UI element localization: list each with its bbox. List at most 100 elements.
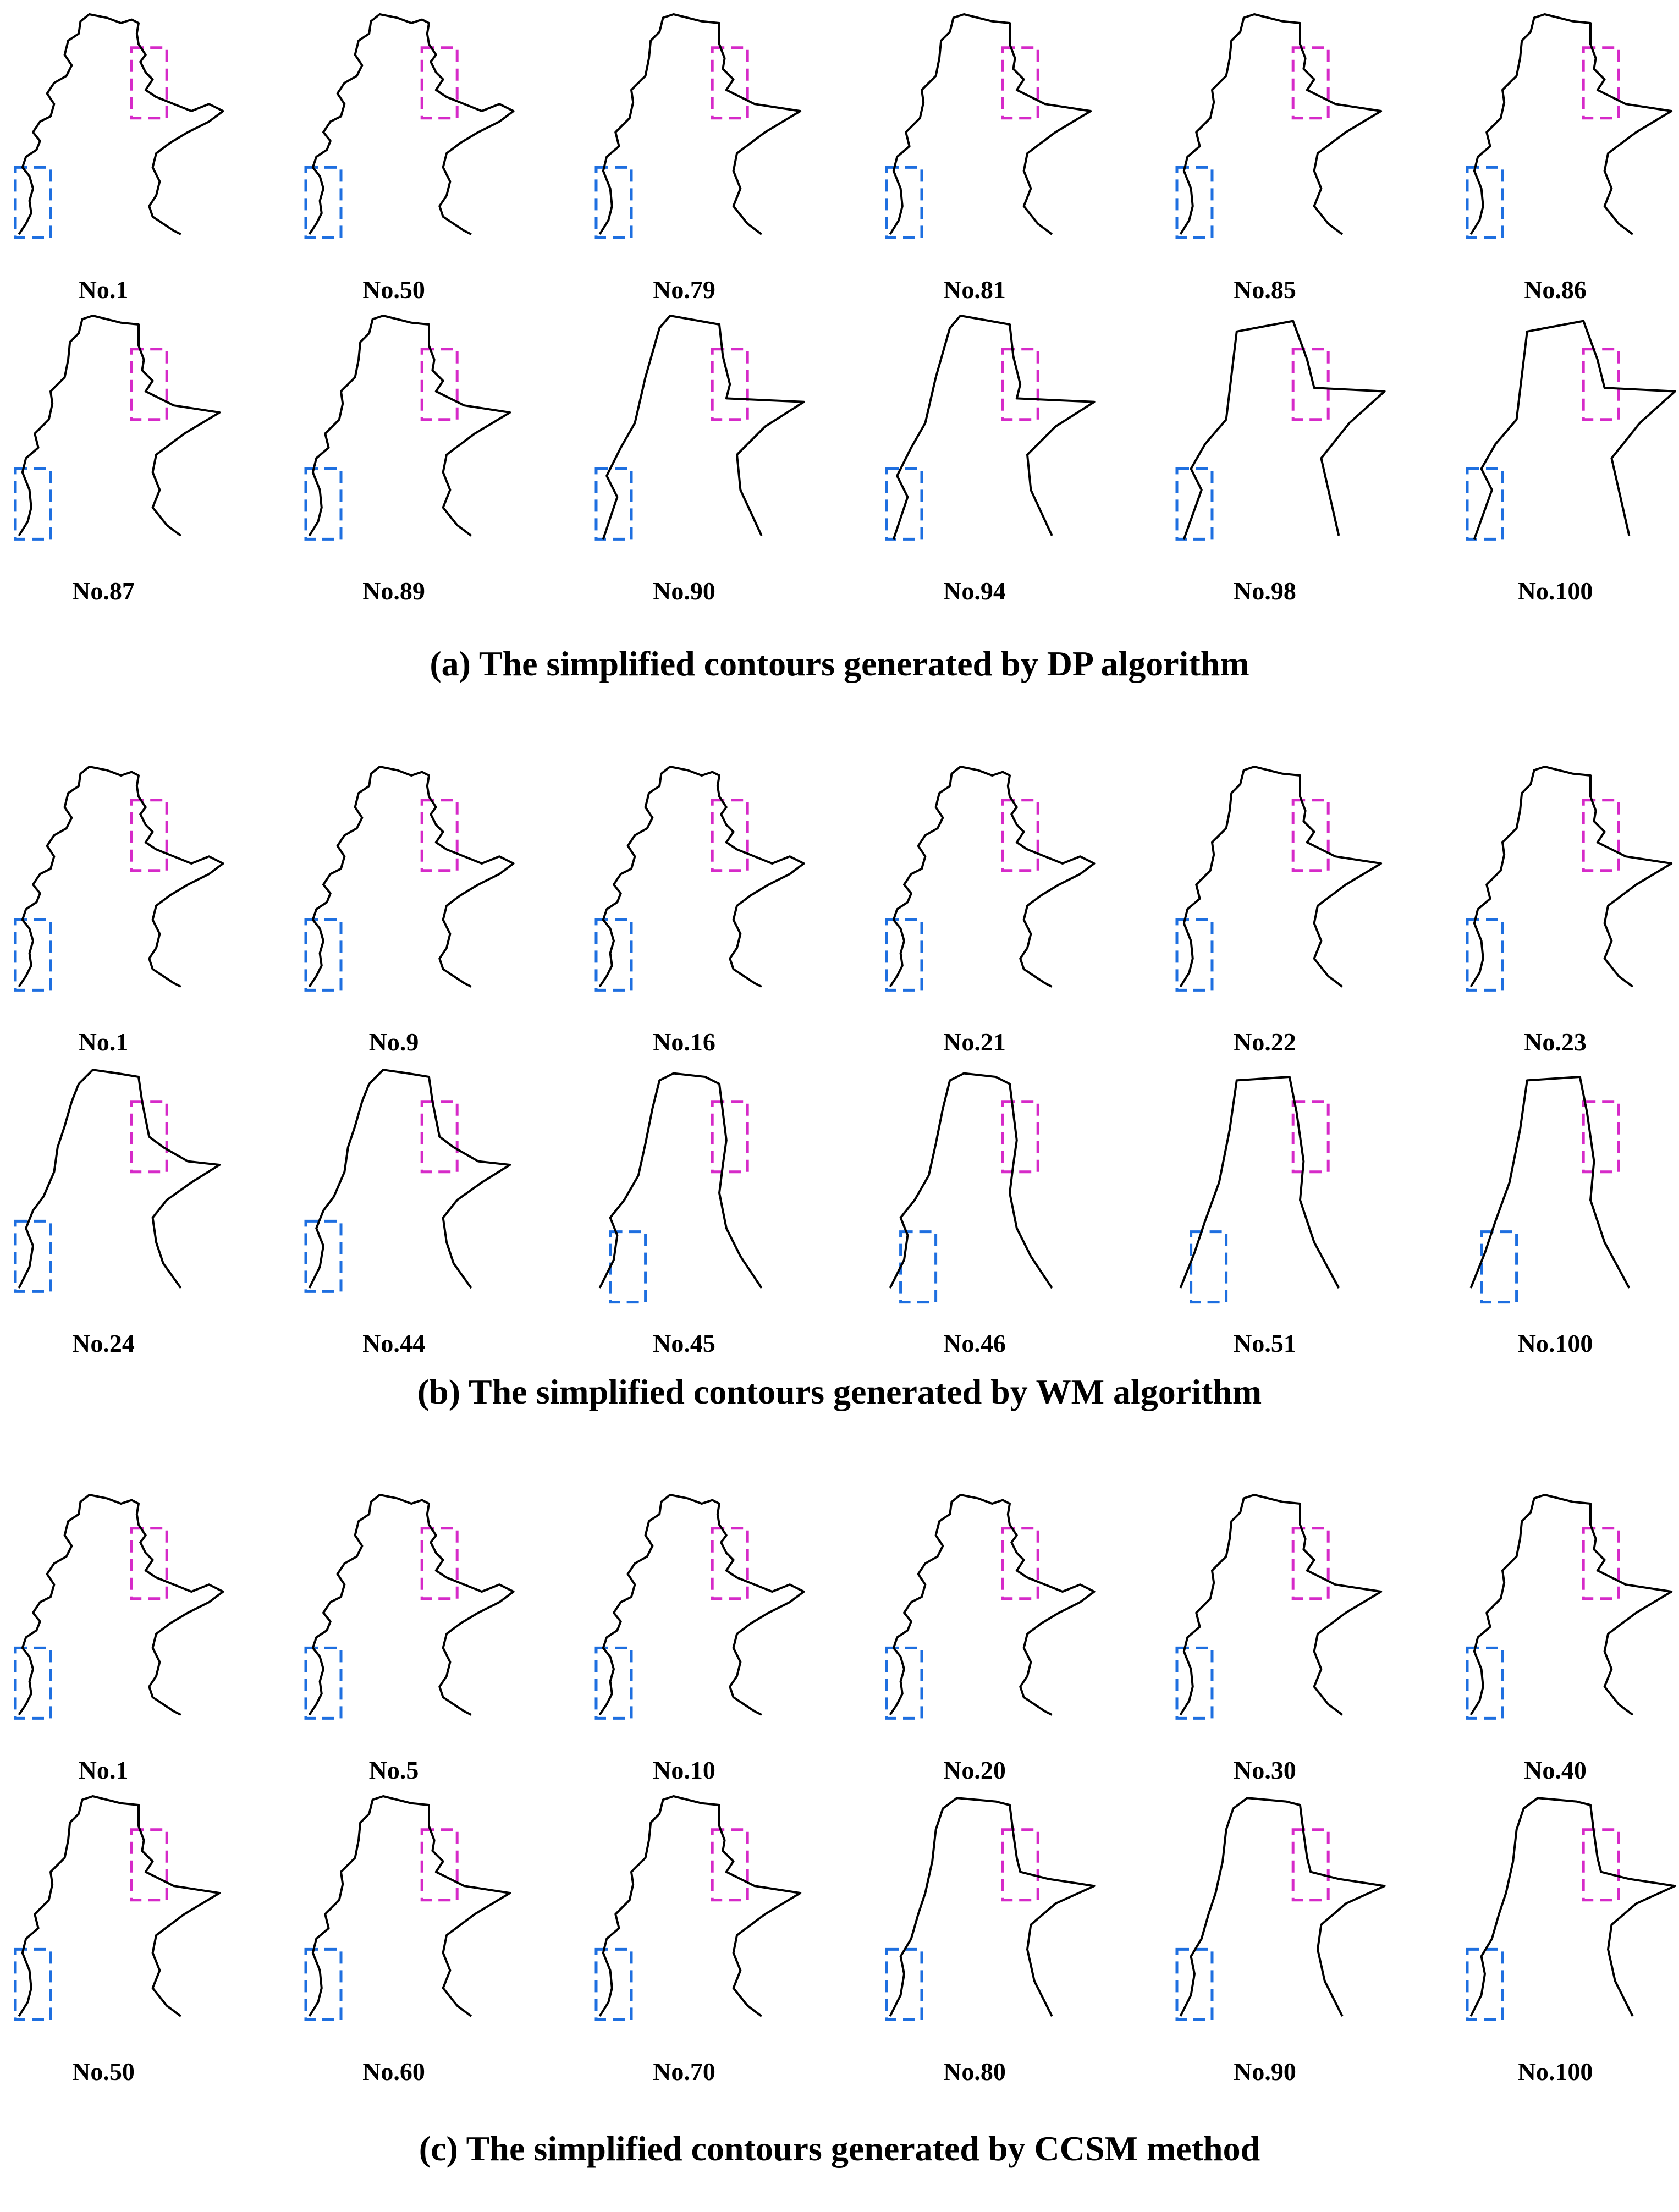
panel-label: No.100 [1517, 2057, 1593, 2086]
panel-label: No.86 [1524, 276, 1587, 304]
contour-drawing [1466, 13, 1673, 239]
contour-panel: No.40 [1466, 1486, 1679, 1784]
blue-highlight-box [1175, 467, 1214, 541]
contour-drawing [598, 1072, 763, 1304]
panel-label: No.21 [943, 1028, 1006, 1056]
magenta-highlight-box [1001, 348, 1039, 421]
blue-highlight-box [885, 467, 923, 541]
blue-highlight-box [14, 467, 52, 541]
blue-highlight-box [885, 1947, 923, 2021]
blue-highlight-box [594, 918, 633, 992]
blue-highlight-box [1466, 1947, 1504, 2021]
contour-drawing [304, 1069, 511, 1293]
contour-line [18, 315, 221, 537]
contour-drawing [1466, 320, 1676, 541]
magenta-highlight-box [420, 1100, 459, 1174]
panel-label: No.45 [653, 1329, 715, 1357]
magenta-highlight-box [1291, 1527, 1330, 1600]
contour-drawing [304, 315, 511, 541]
magenta-highlight-box [1291, 1100, 1330, 1174]
magenta-highlight-box [1001, 1828, 1039, 1902]
blue-highlight-box [304, 1947, 343, 2021]
contour-line [598, 766, 805, 988]
contour-line [1179, 1797, 1386, 2017]
contour-line [1182, 320, 1386, 540]
contour-drawing [1175, 766, 1383, 992]
contour-drawing [14, 315, 221, 541]
contour-line [1469, 13, 1673, 235]
panel-label: No.100 [1517, 577, 1593, 605]
panel-label: No.98 [1234, 577, 1296, 605]
contour-drawing [1175, 320, 1386, 541]
panel-label: No.16 [653, 1028, 715, 1056]
magenta-highlight-box [420, 1828, 459, 1902]
magenta-highlight-box [1001, 1100, 1039, 1174]
panel-label: No.20 [943, 1756, 1006, 1784]
contour-line [18, 1795, 221, 2017]
blue-highlight-box [14, 918, 52, 992]
contour-drawing [1469, 1076, 1631, 1304]
blue-highlight-box [594, 1646, 633, 1720]
contour-panel: No.81 [885, 5, 1107, 304]
contour-drawing [594, 1494, 805, 1720]
magenta-highlight-box [130, 46, 168, 120]
contour-line [18, 1069, 221, 1289]
contour-panel: No.79 [594, 5, 816, 304]
contour-line [1469, 1494, 1673, 1716]
panel-label: No.79 [653, 276, 715, 304]
contour-drawing [594, 13, 802, 239]
contour-line [18, 766, 224, 988]
section-caption: (a) The simplified contours generated by… [430, 644, 1249, 683]
magenta-highlight-box [1291, 348, 1330, 421]
contour-line [18, 1494, 224, 1716]
contour-line [602, 315, 805, 540]
blue-highlight-box [594, 166, 633, 239]
contour-line [308, 13, 515, 235]
contour-line [1473, 320, 1676, 540]
blue-highlight-box [1466, 467, 1504, 541]
blue-highlight-box [1190, 1230, 1228, 1304]
contour-panel: No.85 [1175, 5, 1397, 304]
contour-drawing [594, 315, 805, 541]
contour-panel: No.23 [1466, 758, 1679, 1056]
contour-panel: No.1 [14, 5, 235, 304]
panel-label: No.50 [72, 2057, 135, 2086]
contour-line [598, 1494, 805, 1716]
contour-line [1179, 1076, 1340, 1289]
contour-panel: No.100 [1466, 307, 1679, 605]
contour-panel: No.80 [885, 1787, 1107, 2086]
contour-panel: No.22 [1175, 758, 1397, 1056]
contour-line [1469, 1076, 1631, 1289]
panel-label: No.24 [72, 1329, 135, 1357]
contour-drawing [304, 1494, 515, 1720]
magenta-highlight-box [130, 1828, 168, 1902]
contour-drawing [14, 1494, 224, 1720]
contour-line [889, 1494, 1096, 1716]
contour-panel: No.87 [14, 307, 235, 605]
panel-label: No.30 [1234, 1756, 1296, 1784]
blue-highlight-box [14, 1646, 52, 1720]
blue-highlight-box [594, 467, 633, 541]
blue-highlight-box [1480, 1230, 1518, 1304]
panel-label: No.90 [653, 577, 715, 605]
contour-panel: No.50 [14, 1787, 235, 2086]
blue-highlight-box [594, 1947, 633, 2021]
contour-panel: No.1 [14, 758, 235, 1056]
contour-panel: No.21 [885, 758, 1107, 1056]
contour-drawing [885, 13, 1092, 239]
panel-label: No.70 [653, 2057, 715, 2086]
magenta-highlight-box [1001, 46, 1039, 120]
panel-label: No.89 [362, 577, 425, 605]
magenta-highlight-box [130, 348, 168, 421]
contour-line [1179, 13, 1383, 235]
blue-highlight-box [1175, 166, 1214, 239]
blue-highlight-box [1466, 1646, 1504, 1720]
magenta-highlight-box [420, 46, 459, 120]
magenta-highlight-box [711, 1828, 749, 1902]
blue-highlight-box [304, 467, 343, 541]
panel-label: No.60 [362, 2057, 425, 2086]
magenta-highlight-box [711, 348, 749, 421]
panel-label: No.85 [1234, 276, 1296, 304]
magenta-highlight-box [1582, 799, 1620, 872]
magenta-highlight-box [1291, 799, 1330, 872]
